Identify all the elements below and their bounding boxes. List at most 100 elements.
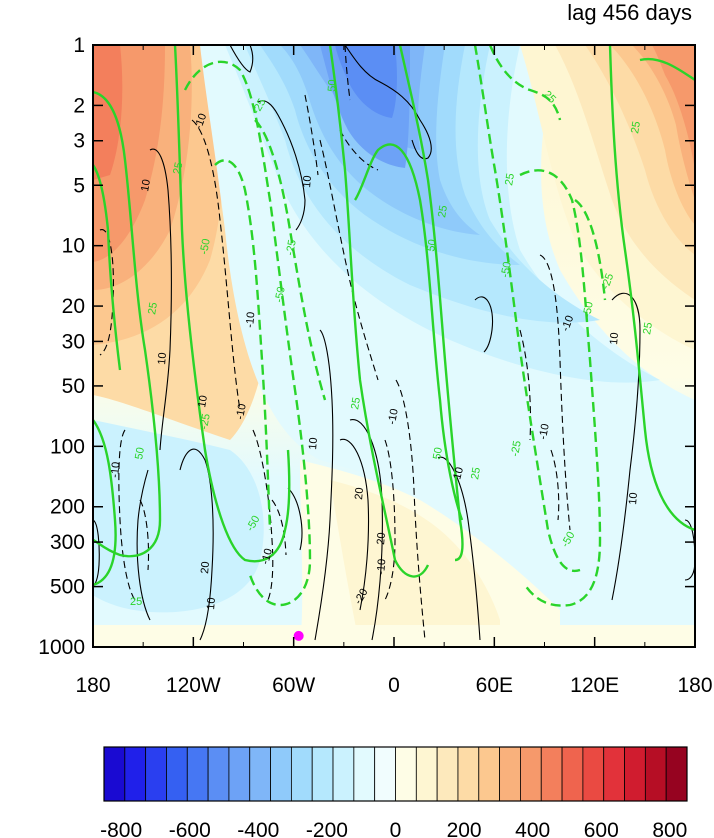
colorbar-swatch [395,746,417,802]
y-tick-label: 5 [73,174,85,197]
y-tick-label: 1 [73,34,85,57]
colorbar-swatch [374,746,396,802]
black-contour-label: -10 [244,311,257,328]
black-contour-line [339,438,370,611]
black-contour-line [252,429,274,601]
fill-west-pos-5 [93,45,123,180]
green-contour-label: 25 [130,596,142,608]
colorbar-swatch [457,746,480,802]
green-contour-label: 25 [503,172,517,186]
black-contour-label: 20 [375,532,388,545]
green-contour-label: -50 [273,286,288,304]
black-contour-line [684,519,695,581]
green-contour-line [639,57,695,81]
green-contour-line [214,159,272,531]
colorbar-tick-label: 200 [447,819,482,838]
green-contour-line [254,119,327,401]
black-contour-label: 10 [139,178,153,192]
green-contour-line [519,169,602,607]
colorbar-tick-label: -600 [169,819,211,838]
colorbar-swatch [207,746,230,802]
black-contour-label: 10 [205,597,218,610]
y-tick-label: 1000 [38,636,85,659]
black-contour-line [395,379,426,641]
green-contour-label: -25 [600,272,617,291]
colorbar-tick-label: 800 [652,819,687,838]
colorbar-swatch [624,746,646,802]
colorbar-swatch [103,746,126,802]
colorbar-swatch [186,746,209,802]
colorbar-swatch [311,746,334,802]
green-contour-label: 50 [425,238,439,252]
black-contour-line [344,45,351,101]
green-contour-line [398,45,464,562]
colorbar-swatch [499,746,521,802]
black-contour-label: 10 [156,352,169,365]
black-contour-label: 20 [353,487,366,500]
fill-bottom-strip [93,625,695,647]
y-tick-label: 2 [73,94,85,117]
black-contour-line [539,254,571,531]
y-tick-label: 20 [62,295,85,318]
colorbar-swatch [228,746,251,802]
x-tick-label: 60E [476,674,513,697]
x-tick-label: 60W [272,674,315,697]
black-contour-line [118,429,136,601]
colorbar-tick-label: -800 [100,819,142,838]
black-contour-line [271,499,287,556]
location-marker [293,630,304,641]
green-contour-line [173,45,291,563]
colorbar-frame [103,746,688,802]
colorbar-tick-label: -400 [237,819,279,838]
black-contour-label: 10 [196,394,210,408]
black-contour-line [149,148,172,451]
green-contour-label: 25 [469,466,483,480]
black-contour-line [344,45,432,160]
y-tick-label: 500 [50,576,85,599]
black-contour-line [179,448,214,641]
colorbar-tick-label: 600 [584,819,619,838]
fill-west-lower [93,420,264,613]
y-tick-label: 3 [73,130,85,153]
black-contour-line [287,487,303,551]
black-contour-line [229,45,254,73]
black-contour-label: -10 [537,423,552,441]
black-contour-label: -10 [375,558,388,575]
black-contour-line [319,139,379,381]
green-contour-label: 50 [431,446,445,460]
fill-east-pos-6 [652,45,695,170]
black-contour-line [136,469,151,621]
green-contour-label: 50 [326,79,339,92]
black-contour-label: -10 [560,314,577,333]
colorbar-swatch [561,746,584,802]
green-contour-line [473,45,581,573]
colorbar-tick-label: 0 [390,819,402,838]
black-contour-label: 10 [307,437,320,450]
green-contour-label: -50 [581,301,596,319]
colorbar-swatch [644,746,667,802]
black-contour-line [474,296,494,353]
colorbar-swatch [270,746,292,802]
green-contour-label: -25 [198,413,213,431]
contour-labels: 25 25 -50 -25 -25 -50 -25 50 25 -50 50 2… [109,79,655,610]
black-contour-label: -10 [386,408,401,426]
black-contour-label: 10 [608,332,621,345]
black-contour-label: 10 [301,175,314,188]
green-contour-label: -25 [284,239,299,257]
black-contour-line [339,129,379,171]
y-tick-label: 100 [50,435,85,458]
colorbar-swatch [603,746,625,802]
black-contour-label: 10 [627,492,640,505]
colorbar-swatch [249,746,271,802]
x-tick-label: 180 [677,674,712,697]
colorbar-swatch [665,746,688,802]
colorbar-swatch [520,746,542,802]
green-contour-line [93,419,117,587]
green-contour-line [608,45,695,532]
y-tick-label: 30 [62,330,85,353]
colorbar-swatch [436,746,459,802]
colorbar-swatch [145,746,167,802]
colorbar: -800 -600 -400 -200 0 200 400 600 800 [100,746,688,838]
black-contour-label: -10 [193,112,210,131]
